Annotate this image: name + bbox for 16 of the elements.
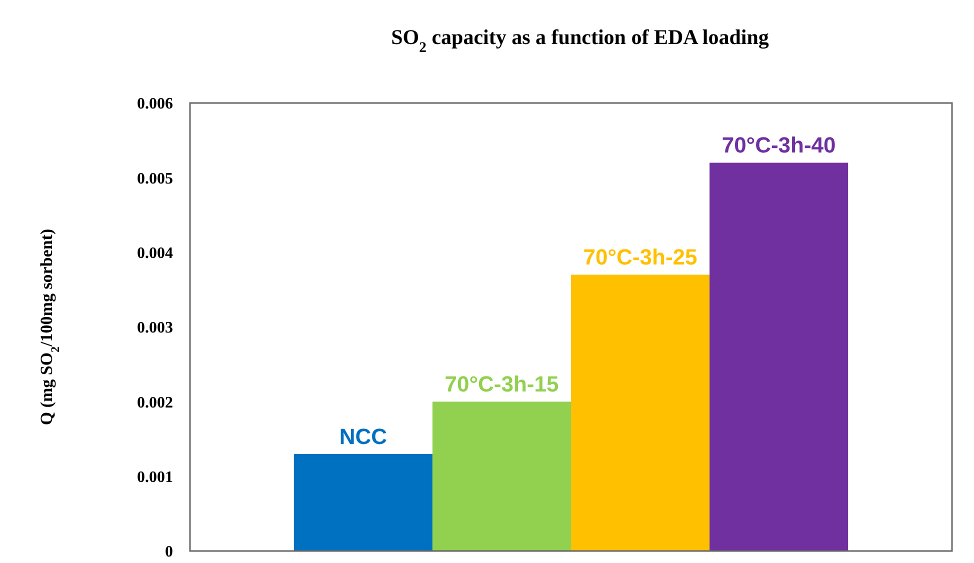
y-tick-label: 0.002 — [137, 394, 173, 412]
y-tick-label: 0 — [165, 544, 173, 561]
y-tick-label: 0.006 — [137, 96, 173, 113]
y-tick-label: 0.001 — [137, 468, 173, 486]
chart-title: SO$_{2}$ capacity as a function of EDA loading — [391, 25, 770, 56]
bar — [294, 454, 432, 551]
bar — [710, 162, 848, 551]
x-tick-label: 70°C-3h-40 — [722, 132, 836, 158]
y-tick-label: 0.003 — [137, 320, 173, 337]
bar — [432, 402, 571, 551]
x-tick-label: 70°C-3h-25 — [583, 244, 698, 270]
y-tick-label: 0.004 — [137, 244, 173, 262]
y-tick-label: 0.005 — [137, 170, 173, 188]
x-tick-label: 70°C-3h-15 — [444, 372, 559, 397]
bar — [571, 274, 710, 551]
x-tick-label: NCC — [339, 424, 388, 449]
